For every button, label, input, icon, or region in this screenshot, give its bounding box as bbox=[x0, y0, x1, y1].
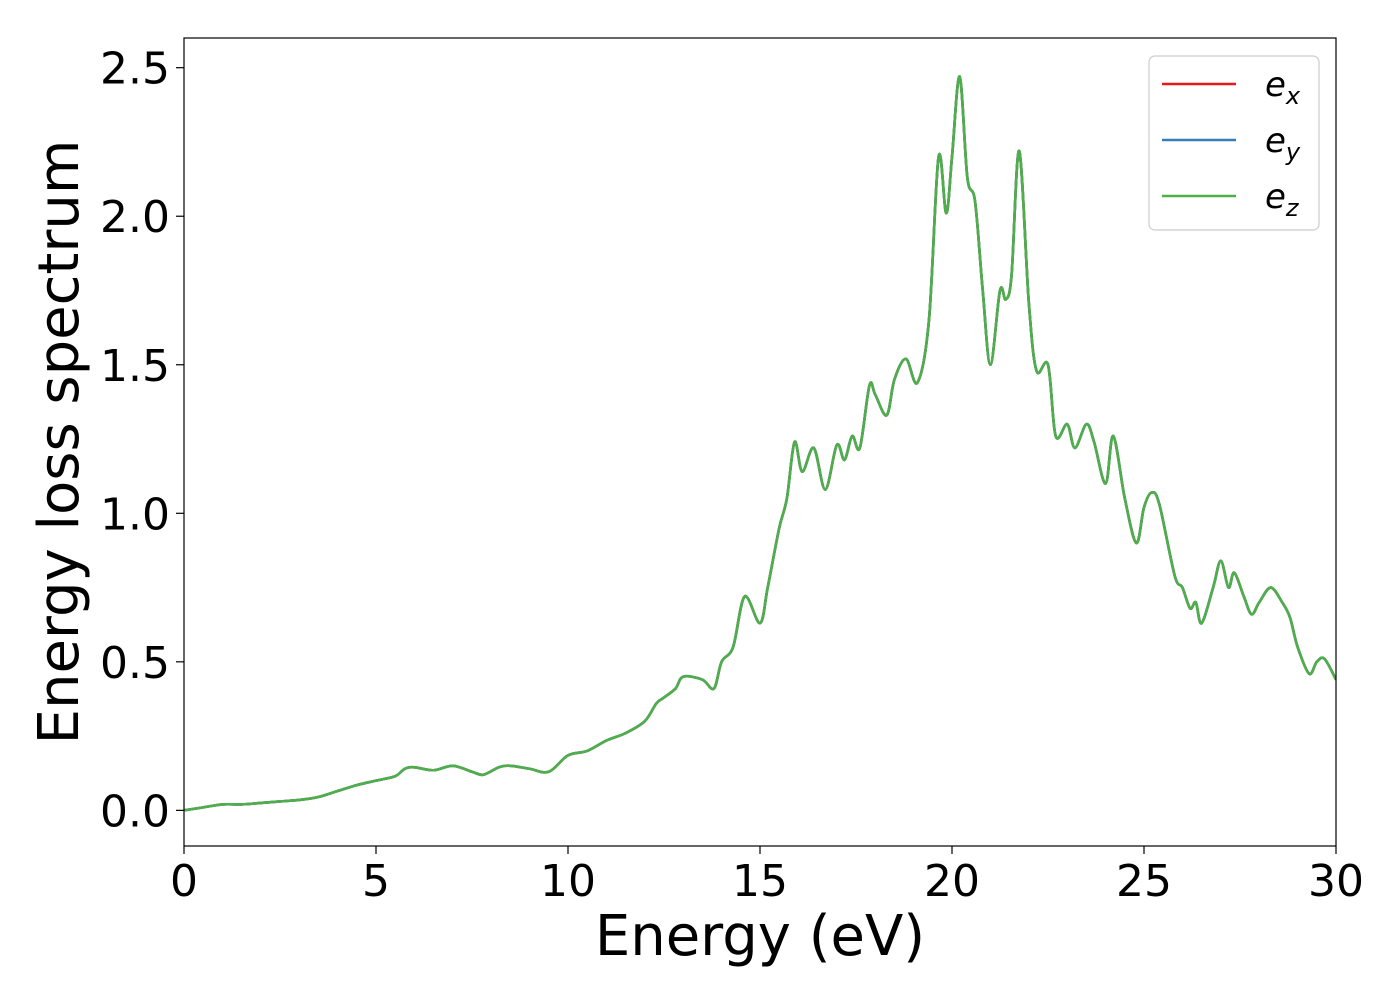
x-tick-label: 15 bbox=[732, 856, 788, 907]
x-tick-label: 0 bbox=[170, 856, 198, 907]
x-axis-label: Energy (eV) bbox=[595, 904, 925, 969]
x-tick-label: 30 bbox=[1308, 856, 1364, 907]
y-tick-label: 2.0 bbox=[100, 192, 170, 243]
x-tick-label: 20 bbox=[924, 856, 980, 907]
plot-frame bbox=[183, 37, 1337, 847]
y-tick-label: 0.5 bbox=[100, 638, 170, 689]
series-lines bbox=[184, 75, 1336, 812]
x-tick-label: 5 bbox=[362, 856, 390, 907]
y-tick-label: 1.0 bbox=[100, 489, 170, 540]
series-line-ez bbox=[184, 75, 1336, 812]
x-axis-ticks: 0 5 10 15 20 25 30 bbox=[170, 846, 1364, 907]
y-axis-label: Energy loss spectrum bbox=[27, 140, 92, 745]
x-tick-label: 25 bbox=[1116, 856, 1172, 907]
x-tick-label: 10 bbox=[540, 856, 596, 907]
y-tick-label: 1.5 bbox=[100, 341, 170, 392]
y-tick-label: 0.0 bbox=[100, 786, 170, 837]
legend-box bbox=[1148, 55, 1320, 231]
y-tick-label: 2.5 bbox=[100, 44, 170, 95]
y-axis-ticks: 0.0 0.5 1.0 1.5 2.0 2.5 bbox=[100, 44, 184, 837]
